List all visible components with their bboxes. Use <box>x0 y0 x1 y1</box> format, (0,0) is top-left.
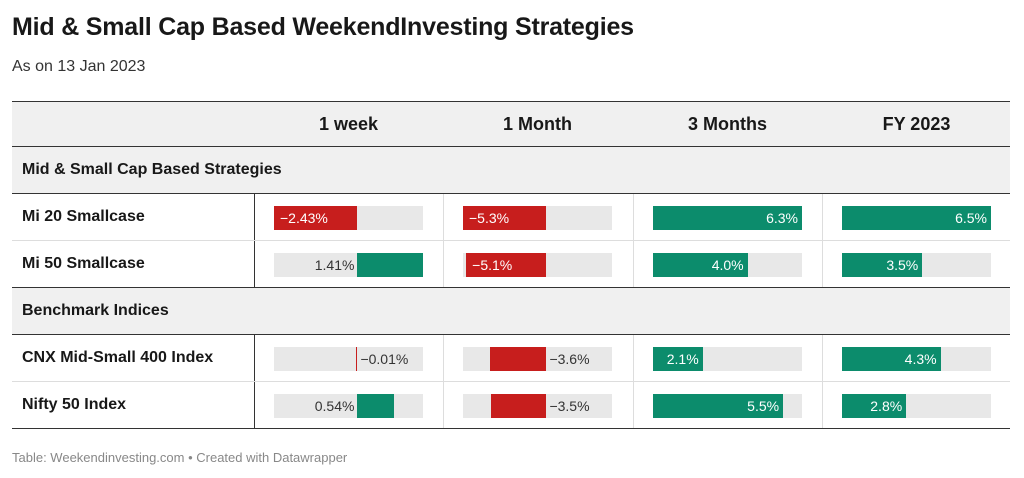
column-divider <box>633 194 634 240</box>
column-divider <box>822 194 823 240</box>
bar-track: 4.0% <box>653 253 802 277</box>
table-header: 1 week 1 Month 3 Months FY 2023 <box>12 101 1010 147</box>
value-bar <box>653 253 748 277</box>
value-label: 6.5% <box>955 210 987 226</box>
column-header[interactable]: FY 2023 <box>882 114 951 134</box>
bar-track: −2.43% <box>274 206 423 230</box>
table-row: Nifty 50 Index 0.54% −3.5% 5.5% 2.8% <box>12 382 1010 429</box>
column-divider <box>254 194 255 240</box>
data-table: 1 week 1 Month 3 Months FY 2023 Mid & Small… <box>12 101 1010 429</box>
group-label: Mid & Small Cap Based Strategies <box>22 161 282 178</box>
column-divider <box>633 241 634 287</box>
column-header[interactable]: 1 Month <box>503 114 572 134</box>
bar-track: −5.3% <box>463 206 612 230</box>
bar-track: 1.41% <box>274 253 423 277</box>
value-label: 4.0% <box>711 257 744 273</box>
chart-footer: Table: Weekendinvesting.com • Created wi… <box>12 450 348 465</box>
value-bar <box>466 253 547 277</box>
column-divider <box>254 241 255 287</box>
column-divider <box>633 382 634 428</box>
value-bar <box>653 394 784 418</box>
group-row: Benchmark Indices <box>12 288 1010 335</box>
column-divider <box>443 335 444 381</box>
bar-track: 6.3% <box>653 206 802 230</box>
bar-track: −0.01% <box>274 347 423 371</box>
chart-title: Mid & Small Cap Based WeekendInvesting S… <box>12 13 634 41</box>
chart-subtitle: As on 13 Jan 2023 <box>12 58 146 75</box>
column-divider <box>254 335 255 381</box>
value-bar <box>489 347 547 371</box>
value-bar <box>357 394 394 418</box>
value-label: −0.01% <box>360 351 409 367</box>
group-row: Mid & Small Cap Based Strategies <box>12 147 1010 194</box>
bar-track: 2.1% <box>653 347 802 371</box>
value-bar <box>842 206 991 230</box>
column-divider <box>822 382 823 428</box>
value-label: 2.1% <box>666 351 699 367</box>
bar-track: 3.5% <box>842 253 991 277</box>
column-header[interactable]: 3 Months <box>688 114 767 134</box>
column-header[interactable]: 1 week <box>318 114 379 134</box>
value-label: 2.8% <box>870 398 903 414</box>
bar-track: 2.8% <box>842 394 991 418</box>
value-bar <box>356 347 358 371</box>
bar-track: 6.5% <box>842 206 991 230</box>
group-label: Benchmark Indices <box>22 302 169 319</box>
value-bar <box>274 206 358 230</box>
column-divider <box>443 194 444 240</box>
value-label: −5.3% <box>469 210 510 226</box>
bar-track: 4.3% <box>842 347 991 371</box>
value-label: 4.3% <box>904 351 937 367</box>
bar-track: −3.5% <box>463 394 612 418</box>
value-bar <box>463 206 547 230</box>
value-label: 3.5% <box>886 257 919 273</box>
value-label: −3.5% <box>549 398 590 414</box>
column-divider <box>254 382 255 428</box>
value-label: −2.43% <box>280 210 328 226</box>
value-label: 6.3% <box>766 210 798 226</box>
table-row: Mi 50 Smallcase 1.41% −5.1% 4.0% 3.5% <box>12 241 1010 288</box>
value-label: −5.1% <box>472 257 513 273</box>
value-bar <box>842 394 907 418</box>
row-label: Nifty 50 Index <box>22 396 127 413</box>
value-bar <box>357 253 423 277</box>
value-bar <box>842 253 923 277</box>
bar-track: −5.1% <box>463 253 612 277</box>
value-bar <box>653 206 802 230</box>
value-label: 0.54% <box>314 398 355 414</box>
bar-track: 0.54% <box>274 394 423 418</box>
value-label: −3.6% <box>549 351 590 367</box>
table-row: Mi 20 Smallcase −2.43% −5.3% 6.3% 6.5% <box>12 194 1010 241</box>
value-bar <box>842 347 941 371</box>
column-divider <box>822 241 823 287</box>
column-divider <box>633 335 634 381</box>
bar-track: −3.6% <box>463 347 612 371</box>
value-label: 1.41% <box>314 257 355 273</box>
value-bar <box>653 347 703 371</box>
row-label: CNX Mid-Small 400 Index <box>22 349 214 366</box>
table-row: CNX Mid-Small 400 Index −0.01% −3.6% 2.1% 4.… <box>12 335 1010 382</box>
column-divider <box>443 382 444 428</box>
row-label: Mi 20 Smallcase <box>22 208 145 225</box>
row-label: Mi 50 Smallcase <box>22 255 145 272</box>
column-divider <box>822 335 823 381</box>
bar-track: 5.5% <box>653 394 802 418</box>
value-label: 5.5% <box>747 398 780 414</box>
value-bar <box>491 394 547 418</box>
column-divider <box>443 241 444 287</box>
